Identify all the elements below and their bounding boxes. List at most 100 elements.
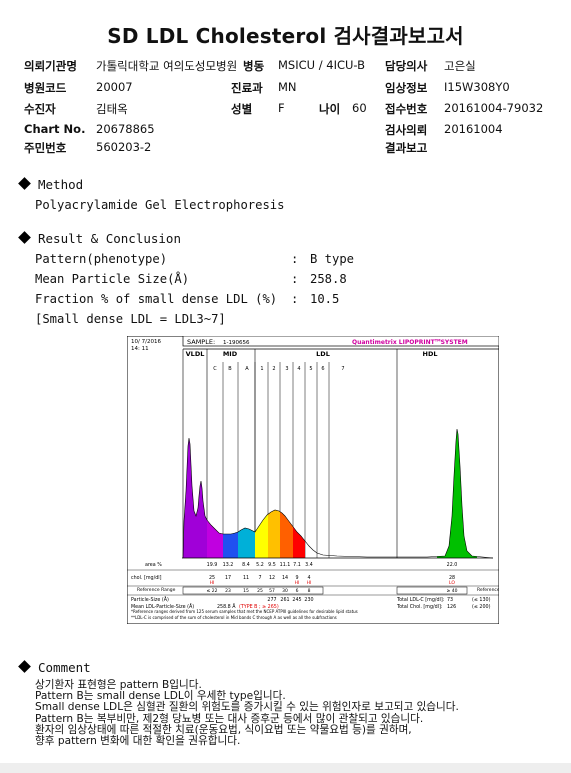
result-sep: : [291, 252, 299, 266]
region-label: HDL [423, 350, 438, 358]
id-value: 560203-2 [96, 140, 152, 154]
method-heading: Method [18, 177, 83, 192]
chart-time: 14: 11 [131, 346, 149, 352]
ward-value: MSICU / 4ICU-B [278, 58, 366, 72]
total-chol-ref: (≤ 200) [472, 604, 491, 610]
ref-value: 8 [308, 588, 311, 594]
result-label: Pattern(phenotype) [35, 252, 168, 266]
flag-label: LO [449, 580, 455, 586]
chart-footnote-1: *Reference ranges derived from 125 serum… [131, 609, 358, 614]
clinical-value: I15W308Y0 [444, 80, 510, 94]
result-sep: : [291, 272, 299, 286]
ldl1-fill [255, 514, 268, 558]
band-label: C [213, 366, 217, 372]
page-bottom-rule [0, 763, 571, 773]
receipt-value: 20161004-79032 [444, 101, 544, 115]
band-labels: C B A 1 2 3 4 5 6 7 [213, 366, 344, 372]
hospital-code-label: 병원코드 [24, 81, 67, 95]
recipient-label: 수진자 [24, 102, 56, 116]
band-label: 5 [309, 366, 312, 372]
total-chol-label: Total Chol. [mg/dl]: [396, 604, 443, 610]
area-value: 7.1 [293, 562, 301, 568]
chol-value: 4 [307, 575, 310, 581]
comment-heading: Comment [18, 660, 91, 675]
recipient-value: 김태옥 [96, 102, 128, 116]
band-label: A [245, 366, 249, 372]
chol-value: 9 [295, 575, 298, 581]
ref-value: 15 [243, 588, 249, 594]
result-label: Mean Particle Size(Å) [35, 272, 190, 286]
mid-c-fill [207, 520, 223, 558]
clinical-label: 임상정보 [385, 81, 428, 95]
report-title: SD LDL Cholesterol 검사결과보고서 [107, 24, 464, 48]
ref-value: ≥ 40 [447, 588, 458, 594]
ref-row-label-right: Reference Range [477, 587, 499, 593]
area-row-label: area % [145, 562, 162, 568]
id-label: 주민번호 [24, 141, 67, 155]
region-label: LDL [316, 350, 330, 358]
total-ldl-label: Total LDL-C [mg/dl]: [396, 597, 445, 603]
area-value: 11.1 [280, 562, 291, 568]
chol-value: 11 [243, 575, 249, 581]
band-label: 6 [321, 366, 324, 372]
method-text: Polyacrylamide Gel Electrophoresis [35, 198, 285, 212]
particle-size-value: 230 [304, 597, 313, 603]
flag-label: HI [210, 580, 215, 586]
comment-line: Small dense LDL은 심혈관 질환의 위험도를 증가시킬 수 있는 … [35, 701, 459, 714]
institution-value: 가톨릭대학교 여의도성모병원 [96, 59, 238, 73]
area-value: 13.2 [223, 562, 234, 568]
sample-label: SAMPLE: [187, 338, 215, 346]
band-label: B [228, 366, 232, 372]
region-label: MID [223, 350, 238, 358]
hospital-code-value: 20007 [96, 80, 133, 94]
mean-type: (TYPE B ; ≥ 265) [239, 604, 279, 610]
age-label: 나이 [319, 102, 341, 116]
diamond-bullet-icon [18, 660, 31, 673]
curve-fills [183, 429, 477, 558]
result-label: Fraction % of small dense LDL (%) [35, 292, 278, 306]
region-label: VLDL [186, 350, 205, 358]
result-value: B type [310, 252, 355, 266]
comment-line: Pattern B는 small dense LDL이 우세한 type입니다. [35, 690, 286, 703]
result-sep: : [291, 292, 299, 306]
ref-value: 25 [257, 588, 263, 594]
chol-value: 12 [269, 575, 275, 581]
result-value: 258.8 [310, 272, 347, 286]
request-value: 20161004 [444, 122, 503, 136]
ref-value: 57 [269, 588, 275, 594]
result-heading: Result & Conclusion [18, 231, 181, 246]
mean-size-label: Mean LDL-Particle-Size (Å) [131, 603, 194, 610]
request-label: 검사의뢰 [385, 123, 428, 137]
comment-line: 상기환자 표현형은 pattern B입니다. [35, 679, 202, 691]
report-label: 결과보고 [385, 141, 428, 155]
total-ldl-ref: (≤ 130) [472, 597, 491, 603]
institution-label: 의뢰기관명 [24, 59, 77, 73]
age-value: 60 [352, 101, 367, 115]
chart-date: 10/ 7/2016 [131, 339, 161, 345]
particle-size-value: 261 [280, 597, 289, 603]
area-value: 5.2 [256, 562, 264, 568]
vldl-fill [183, 438, 207, 558]
band-label: 1 [260, 366, 263, 372]
chol-value: 17 [225, 575, 231, 581]
lipoprint-chart: 10/ 7/2016 14: 11 SAMPLE: 1-190656 Quant… [127, 336, 499, 624]
comment-line: 향후 pattern 변화에 대한 확인을 권유합니다. [35, 735, 241, 748]
sex-value: F [278, 101, 285, 115]
comment-line: Pattern B는 복부비만, 제2형 당뇨병 또는 대사 증후군 등에서 많… [35, 712, 424, 725]
band-divider-lines [222, 362, 330, 558]
dept-value: MN [278, 80, 297, 94]
sample-id: 1-190656 [223, 340, 250, 346]
mean-size-value: 258.8 Å [217, 603, 236, 610]
ref-value: 6 [296, 588, 299, 594]
ref-value: ≤ 22 [207, 588, 218, 594]
receipt-label: 접수번호 [385, 102, 428, 116]
sex-label: 성별 [231, 102, 253, 116]
ref-range-box [182, 586, 324, 595]
total-chol-value: 126 [447, 604, 456, 610]
curve-outline [182, 428, 494, 559]
area-value: 19.9 [207, 562, 218, 568]
area-value: 22.0 [447, 562, 458, 568]
total-ldl-value: 73 [447, 597, 453, 603]
band-label: 4 [297, 366, 300, 372]
chart-data-table: area % 19.9 13.2 8.4 5.2 9.5 11.1 7.1 3.4 22.0 cho… [127, 562, 499, 610]
